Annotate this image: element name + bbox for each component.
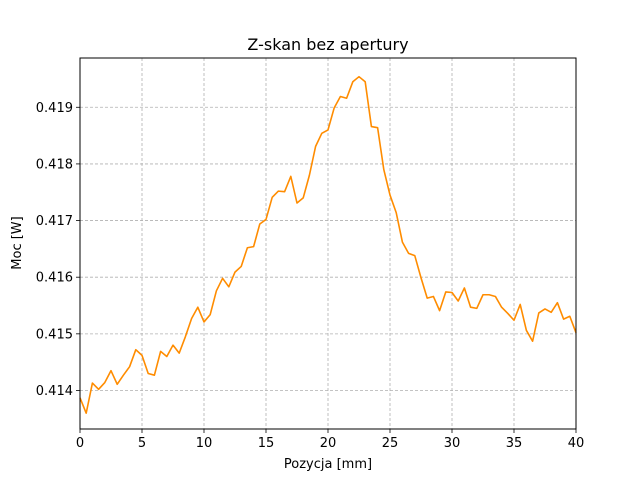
axis-ticks: 0 5 10 15 20 25 30 35 40 0.414 0.415 0.416 0.417 0.41… (36, 101, 584, 451)
x-tick-label: 10 (196, 436, 213, 451)
x-tick-label: 25 (382, 436, 399, 451)
x-tick-label: 35 (506, 436, 523, 451)
y-tick-label: 0.417 (36, 214, 73, 229)
y-tick-label: 0.414 (36, 384, 73, 399)
y-tick-label: 0.418 (36, 157, 73, 172)
y-axis-title: Moc [W] (10, 216, 25, 269)
series-layer (79, 75, 577, 414)
x-tick-label: 5 (138, 436, 146, 451)
x-axis-title: Pozycja [mm] (284, 457, 372, 472)
x-tick-label: 30 (444, 436, 461, 451)
chart-title: Z-skan bez apertury (247, 35, 408, 54)
y-tick-label: 0.416 (36, 271, 73, 286)
x-tick-label: 0 (76, 436, 84, 451)
x-tick-label: 20 (320, 436, 337, 451)
y-tick-label: 0.415 (36, 327, 73, 342)
series-line (79, 75, 577, 414)
y-tick-label: 0.419 (36, 101, 73, 116)
x-tick-label: 15 (258, 436, 275, 451)
x-tick-label: 40 (568, 436, 585, 451)
